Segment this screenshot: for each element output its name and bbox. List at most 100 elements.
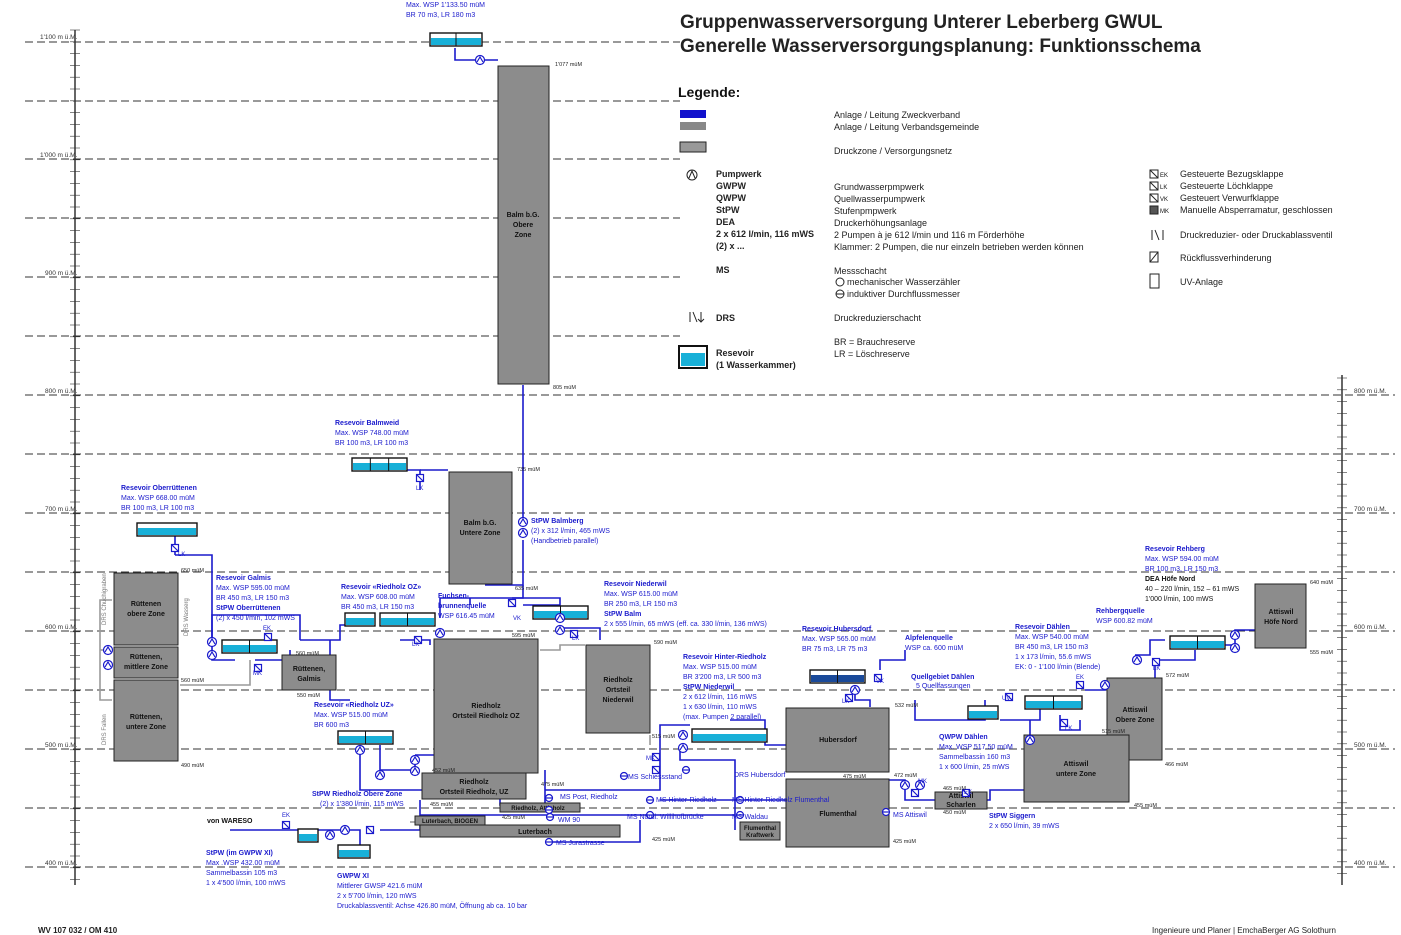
legend-ms-ind: induktiver Durchflussmesser	[847, 289, 961, 299]
legend-ms-key: MS	[716, 265, 730, 275]
svg-text:DRS Fallen: DRS Fallen	[102, 714, 108, 745]
axis-label-1100: 1'100 m ü.M.	[40, 34, 78, 41]
pump-icon	[1024, 734, 1036, 746]
valve-icon	[413, 635, 423, 645]
elevation-labels: 1'077 müM 805 müM 735 müM 635 müM 595 mü…	[181, 62, 1333, 845]
svg-text:640 müM: 640 müM	[1310, 580, 1333, 586]
legend-res-key2: (1 Wasserkammer)	[716, 360, 796, 370]
zone-riedholz-uz	[421, 772, 527, 800]
svg-text:2 x 555 l/min, 65 mWS (eff. ca: 2 x 555 l/min, 65 mWS (eff. ca. 330 l/mi…	[604, 621, 767, 628]
legend-vk: Gesteuert Verwurfklappe	[1180, 193, 1280, 203]
zone-hubersdorf	[785, 707, 890, 773]
svg-text:MS Nördl. Willihofbrücke: MS Nördl. Willihofbrücke	[627, 814, 704, 821]
page-title: Gruppenwasserversorgung Unterer Leberber…	[680, 12, 1163, 33]
svg-text:GWPW XI: GWPW XI	[337, 873, 369, 880]
pump-icon	[914, 779, 926, 791]
reservoir-gwpw-xi-basin	[297, 828, 319, 843]
label-ruettenen-uz: Rüttenen, untere Zone	[126, 714, 166, 731]
zone-luterbach-biogen	[414, 815, 486, 826]
legend-qwpw-value: Quellwasserpumpwerk	[834, 194, 926, 204]
svg-text:(2) x 450 l/min, 102 mWS: (2) x 450 l/min, 102 mWS	[216, 615, 295, 622]
pump-icon	[374, 769, 386, 781]
svg-text:532 müM: 532 müM	[895, 703, 918, 709]
svg-text:1 x 630 l/min, 110 mWS: 1 x 630 l/min, 110 mWS	[683, 704, 757, 711]
svg-text:466 müM: 466 müM	[1165, 762, 1188, 768]
pump-icon	[1131, 654, 1143, 666]
label-riedholz-uz: Riedholz Ortsteil Riedholz, UZ	[440, 779, 510, 796]
zones	[113, 65, 1307, 848]
svg-text:Max. WSP 540.00 müM: Max. WSP 540.00 müM	[1015, 634, 1089, 641]
svg-text:Resevoir Niederwil: Resevoir Niederwil	[604, 581, 667, 588]
svg-text:BR 3'200 m3, LR 500 m3: BR 3'200 m3, LR 500 m3	[683, 674, 761, 681]
valve-icon	[873, 673, 883, 683]
axis-label-r-600: 600 m ü.M.	[1354, 624, 1387, 631]
zone-attiswil-scharlen	[934, 791, 988, 810]
svg-text:DRS Chuchigraben: DRS Chuchigraben	[102, 573, 108, 625]
svg-text:Max. WSP 565.00 müM: Max. WSP 565.00 müM	[802, 636, 876, 643]
svg-text:MS Hinter-Riedholz: MS Hinter-Riedholz	[656, 797, 717, 804]
valve-icon	[281, 820, 291, 830]
zone-ruettenen-oz	[113, 572, 179, 646]
svg-text:LK: LK	[1065, 726, 1072, 732]
pump-icon	[409, 754, 421, 766]
pump-icon	[206, 636, 218, 648]
footer-right: Ingenieure und Planer | EmchaBerger AG S…	[1152, 926, 1336, 935]
svg-text:BR 600 m3: BR 600 m3	[314, 722, 349, 729]
flowmeter-icon	[544, 793, 554, 803]
label-attiswil-oz: Attiswil Obere Zone	[1116, 707, 1155, 724]
svg-text:455 müM: 455 müM	[430, 802, 453, 808]
svg-text:555 müM: 555 müM	[1310, 650, 1333, 656]
svg-text:Resevoir Balmweid: Resevoir Balmweid	[335, 420, 399, 427]
valve-icon	[961, 788, 971, 798]
svg-text:Mittlerer GWSP 421.6 müM: Mittlerer GWSP 421.6 müM	[337, 883, 423, 890]
svg-text:Resevoir Hinter-Riedholz: Resevoir Hinter-Riedholz	[683, 654, 767, 661]
svg-text:MS Waldau: MS Waldau	[732, 814, 768, 821]
svg-text:Rehbergquelle: Rehbergquelle	[1096, 608, 1145, 615]
flowmeter-icon	[544, 805, 554, 815]
pump-icon	[554, 612, 566, 624]
svg-text:475 müM: 475 müM	[843, 774, 866, 780]
valve-icon	[651, 752, 661, 762]
svg-text:465 müM: 465 müM	[943, 786, 966, 792]
valve-icon	[170, 543, 180, 553]
legend-stpw-key: StPW	[716, 205, 740, 215]
flowmeter-icon	[735, 810, 745, 820]
pump-icon	[102, 659, 114, 671]
axis-label-r-400: 400 m ü.M.	[1354, 860, 1387, 867]
reservoir-fuchsen	[344, 612, 376, 627]
label-attiswil-hoefe: Attiswil Höfe Nord	[1264, 609, 1298, 626]
axis-label-1000: 1'000 m ü.M.	[40, 152, 78, 159]
legend-drv: Druckreduzier- oder Druckablassventil	[1180, 230, 1333, 240]
axis-label-700: 700 m ü.M.	[45, 506, 78, 513]
legend-stpw-value: Stufenpmpwerk	[834, 206, 897, 216]
svg-text:WSP 600.82 müM: WSP 600.82 müM	[1096, 618, 1153, 625]
label-ruettenen-mz: Rüttenen, mittlere Zone	[124, 654, 168, 671]
svg-text:1 x 173 l/min, 55.6 mWS: 1 x 173 l/min, 55.6 mWS	[1015, 654, 1092, 661]
svg-text:Max. WSP 594.00 müM: Max. WSP 594.00 müM	[1145, 556, 1219, 563]
legend-pumps-value: 2 Pumpen à je 612 l/min und 116 m Förder…	[834, 230, 1025, 240]
svg-text:425 müM: 425 müM	[652, 837, 675, 843]
valve-icon	[844, 693, 854, 703]
legend-br: BR = Brauchreserve	[834, 337, 916, 347]
reservoir-oberruettenen	[136, 522, 198, 537]
svg-text:MS Attiswil: MS Attiswil	[893, 812, 927, 819]
pump-icon	[339, 824, 351, 836]
label-riedholz-niederwil: Riedholz Ortsteil Niederwil	[602, 677, 633, 704]
pump-icon	[206, 649, 218, 661]
axis-label-900: 900 m ü.M.	[45, 270, 78, 277]
svg-text:475 müM: 475 müM	[541, 782, 564, 788]
axis-label-800: 800 m ü.M.	[45, 388, 78, 395]
pump-icon	[1229, 642, 1241, 654]
svg-text:EK: EK	[263, 626, 271, 632]
svg-text:572 müM: 572 müM	[1166, 673, 1189, 679]
svg-text:WSP 616.45 müM: WSP 616.45 müM	[438, 613, 495, 620]
svg-text:472 müM: 472 müM	[894, 773, 917, 779]
svg-text:Max. WSP 1'133.50 müM: Max. WSP 1'133.50 müM	[406, 2, 485, 9]
zone-ruettenen-galmis	[281, 654, 337, 691]
svg-text:Fuchsen-: Fuchsen-	[438, 593, 470, 600]
valve-icon	[1059, 718, 1069, 728]
svg-text:BR 450 m3, LR 150 m3: BR 450 m3, LR 150 m3	[216, 595, 289, 602]
zone-flumenthal-kraftwerk	[739, 821, 781, 841]
reservoir-hinter-riedholz	[691, 728, 768, 743]
svg-text:Max. WSP 748.00 müM: Max. WSP 748.00 müM	[335, 430, 409, 437]
